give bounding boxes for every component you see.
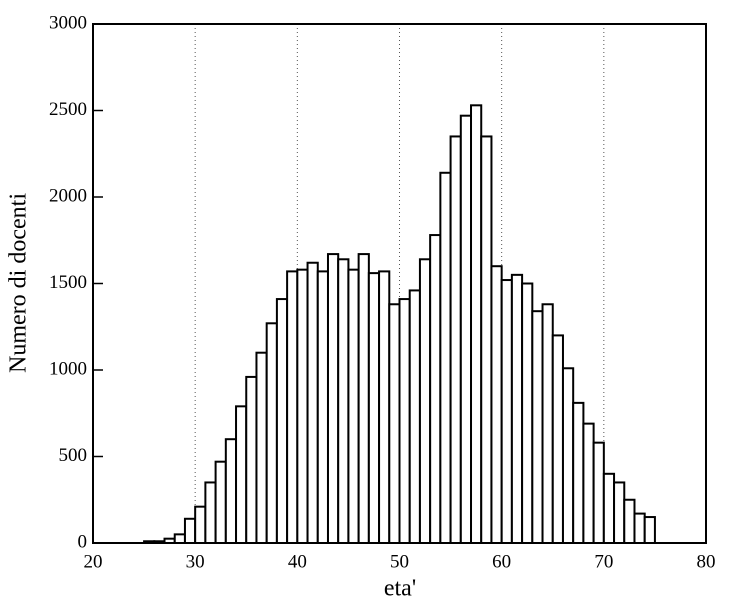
bar	[245, 375, 258, 545]
x-tick-label: 60	[492, 551, 511, 572]
x-tick-label: 80	[697, 551, 716, 572]
y-axis-label: Numero di docenti	[6, 193, 32, 373]
bar	[286, 270, 299, 544]
x-axis-label: eta'	[384, 576, 416, 602]
bar	[480, 135, 493, 544]
bar	[439, 171, 452, 544]
bar	[613, 481, 626, 545]
bar	[265, 322, 278, 545]
bar	[470, 104, 483, 544]
bar	[326, 253, 340, 544]
bar	[204, 481, 217, 545]
bar	[388, 303, 401, 545]
bar	[541, 303, 554, 545]
y-tick-label: 0	[78, 531, 88, 552]
bar	[459, 114, 473, 544]
bar	[449, 135, 462, 544]
bar	[337, 258, 350, 544]
bar	[418, 258, 432, 544]
bar	[582, 422, 595, 545]
bar	[592, 441, 605, 544]
x-tick-label: 30	[186, 551, 205, 572]
bar	[623, 498, 636, 544]
bar	[367, 272, 381, 544]
bar	[572, 401, 585, 544]
bar	[347, 268, 360, 544]
bar	[531, 310, 544, 544]
x-tick-label: 70	[594, 551, 613, 572]
bar	[183, 517, 197, 545]
y-tick-label: 1000	[49, 358, 87, 379]
bar	[490, 265, 503, 544]
bar	[602, 472, 616, 544]
bar	[214, 460, 227, 544]
bar	[224, 438, 238, 545]
bar	[643, 516, 656, 544]
bar	[551, 334, 564, 544]
bar	[378, 270, 391, 544]
bar	[408, 289, 421, 545]
bar	[255, 351, 268, 545]
bar	[235, 405, 248, 544]
bar	[510, 273, 524, 544]
bar	[306, 261, 319, 544]
y-tick-label: 1500	[49, 272, 87, 293]
x-tick-label: 40	[288, 551, 307, 572]
bar	[561, 367, 575, 544]
bar	[398, 298, 411, 544]
bar	[633, 512, 646, 545]
bar	[194, 505, 207, 545]
x-tick-label: 20	[84, 551, 103, 572]
y-tick-label: 500	[59, 445, 88, 466]
bar	[173, 533, 186, 544]
bar	[521, 282, 534, 544]
bar	[500, 279, 513, 544]
y-tick-label: 3000	[49, 12, 87, 33]
x-tick-label: 50	[390, 551, 409, 572]
y-tick-label: 2500	[49, 99, 87, 120]
bar	[429, 234, 442, 544]
y-tick-label: 2000	[49, 185, 87, 206]
bar	[296, 268, 309, 544]
plot-frame	[92, 23, 707, 544]
bar	[275, 298, 289, 544]
bar	[357, 253, 370, 544]
bar	[316, 270, 329, 544]
